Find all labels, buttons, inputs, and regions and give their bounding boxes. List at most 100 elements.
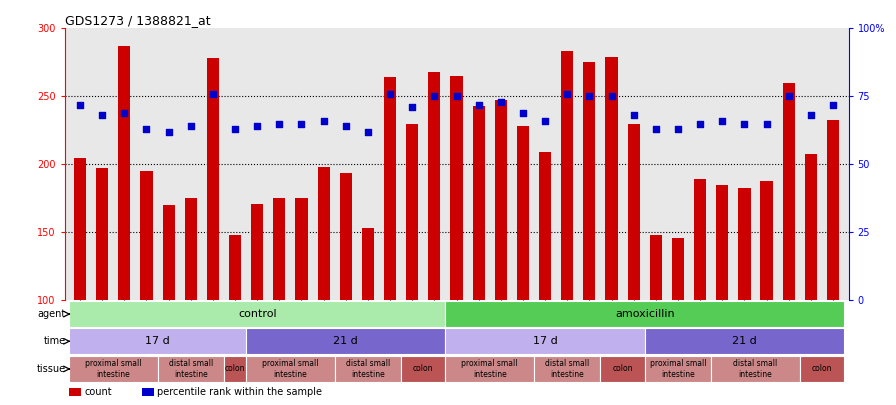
Point	[427, 93, 442, 100]
Bar	[738, 188, 751, 301]
Point	[516, 109, 530, 116]
Bar	[600, 356, 645, 382]
Point	[161, 128, 176, 135]
Bar	[782, 83, 795, 301]
Text: colon: colon	[612, 364, 633, 373]
Point	[184, 123, 198, 130]
Bar	[207, 58, 219, 301]
Bar	[158, 356, 224, 382]
Bar	[246, 356, 335, 382]
Text: distal small
intestine: distal small intestine	[346, 359, 390, 379]
Bar	[74, 158, 86, 301]
Bar	[534, 356, 600, 382]
Bar	[118, 46, 131, 301]
Point	[206, 90, 220, 97]
Bar	[561, 51, 573, 301]
Text: colon: colon	[812, 364, 832, 373]
Point	[250, 123, 264, 130]
Point	[316, 117, 331, 124]
Text: colon: colon	[413, 364, 434, 373]
Bar	[246, 328, 445, 354]
Bar	[273, 198, 286, 301]
Bar	[711, 356, 800, 382]
Text: GDS1273 / 1388821_at: GDS1273 / 1388821_at	[65, 14, 211, 27]
Point	[272, 120, 287, 127]
Bar	[627, 124, 640, 301]
Bar	[162, 205, 175, 301]
Bar	[401, 356, 445, 382]
Text: time: time	[43, 336, 65, 346]
Text: control: control	[237, 309, 277, 319]
Point	[228, 126, 242, 132]
Bar	[229, 235, 241, 301]
Text: amoxicillin: amoxicillin	[615, 309, 675, 319]
Bar	[428, 72, 441, 301]
Bar	[317, 167, 330, 301]
Text: percentile rank within the sample: percentile rank within the sample	[157, 387, 322, 397]
Point	[471, 101, 486, 108]
Point	[605, 93, 619, 100]
Text: 21 d: 21 d	[732, 336, 757, 346]
Bar	[716, 185, 728, 301]
Bar	[672, 238, 684, 301]
Text: colon: colon	[225, 364, 246, 373]
Bar	[335, 356, 401, 382]
Bar	[141, 171, 152, 301]
Point	[582, 93, 597, 100]
Bar	[827, 119, 839, 301]
Point	[95, 112, 109, 119]
Bar	[96, 168, 108, 301]
Point	[449, 93, 464, 100]
Point	[73, 101, 87, 108]
Point	[737, 120, 752, 127]
Point	[139, 126, 153, 132]
Bar	[362, 228, 374, 301]
Point	[538, 117, 552, 124]
Bar	[185, 198, 197, 301]
Bar	[445, 356, 534, 382]
Point	[361, 128, 375, 135]
Point	[804, 112, 818, 119]
Bar	[805, 153, 817, 301]
Bar	[606, 57, 617, 301]
Text: proximal small
intestine: proximal small intestine	[650, 359, 706, 379]
Bar	[224, 356, 246, 382]
Point	[671, 126, 685, 132]
Bar	[69, 388, 82, 396]
Point	[781, 93, 796, 100]
Bar	[406, 124, 418, 301]
Text: proximal small
intestine: proximal small intestine	[85, 359, 142, 379]
Text: agent: agent	[37, 309, 65, 319]
Text: distal small
intestine: distal small intestine	[545, 359, 590, 379]
Bar	[650, 235, 662, 301]
Bar	[517, 126, 529, 301]
Bar	[583, 62, 596, 301]
Bar	[142, 388, 154, 396]
Bar	[445, 301, 844, 327]
Bar	[472, 106, 485, 301]
Bar	[694, 179, 706, 301]
Point	[117, 109, 132, 116]
Bar	[539, 152, 551, 301]
Bar	[800, 356, 844, 382]
Bar	[645, 356, 711, 382]
Point	[294, 120, 308, 127]
Text: proximal small
intestine: proximal small intestine	[461, 359, 518, 379]
Text: distal small
intestine: distal small intestine	[733, 359, 778, 379]
Point	[649, 126, 663, 132]
Bar	[761, 181, 772, 301]
Point	[826, 101, 840, 108]
Point	[494, 98, 508, 105]
Point	[693, 120, 707, 127]
Point	[760, 120, 774, 127]
Point	[383, 90, 397, 97]
Bar	[69, 328, 246, 354]
Bar	[69, 301, 445, 327]
Text: proximal small
intestine: proximal small intestine	[263, 359, 319, 379]
Point	[626, 112, 641, 119]
Bar	[451, 76, 462, 301]
Point	[339, 123, 353, 130]
Bar	[296, 198, 307, 301]
Bar	[69, 356, 158, 382]
Point	[405, 104, 419, 111]
